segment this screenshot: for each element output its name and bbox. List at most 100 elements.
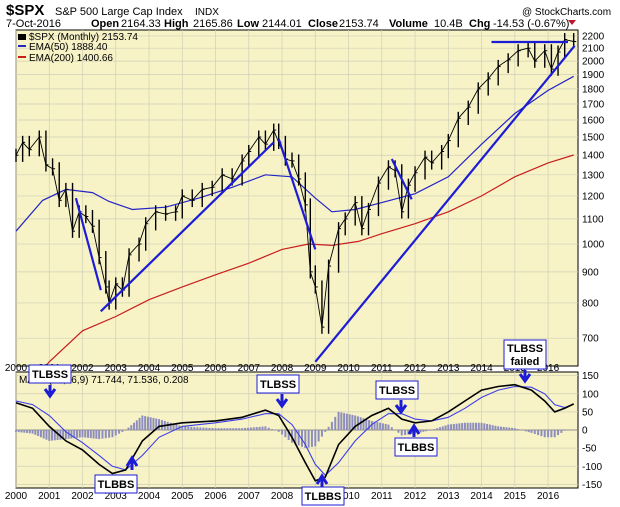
macd-signal-layer: [15, 385, 574, 477]
date-label: 7-Oct-2016: [6, 18, 61, 30]
histogram-bar: [524, 430, 527, 432]
histogram-bar: [144, 416, 147, 430]
histogram-bar: [81, 430, 84, 438]
histogram-bar: [461, 423, 464, 430]
histogram-bar: [494, 425, 497, 430]
y-tick-label: 1300: [582, 170, 605, 181]
histogram-bar: [387, 424, 390, 430]
histogram-bar: [480, 422, 483, 430]
histogram-bar: [92, 430, 95, 439]
histogram-bar: [217, 428, 220, 430]
histogram-bar: [141, 415, 144, 430]
low-value: 2144.01: [262, 18, 302, 30]
y-tick-label: 700: [582, 334, 599, 345]
open-value: 2164.33: [121, 18, 161, 30]
histogram-bar: [37, 430, 40, 437]
histogram-bar: [244, 427, 247, 430]
histogram-bar: [264, 426, 267, 430]
histogram-bar: [488, 424, 491, 430]
trendline: [74, 197, 102, 291]
x-tick-label: 2013: [437, 491, 460, 502]
ema200-legend-swatch: [18, 56, 26, 58]
chg-value: -14.53 (-0.67%): [493, 18, 569, 30]
histogram-bar: [450, 424, 453, 430]
histogram-bar: [433, 429, 436, 430]
histogram-bar: [208, 427, 211, 430]
low-label: Low: [237, 18, 259, 30]
histogram-bar: [130, 425, 133, 430]
histogram-bar: [511, 427, 514, 430]
y-tick-label: 50: [582, 407, 594, 418]
histogram-bar: [425, 430, 428, 432]
histogram-bar: [246, 427, 249, 430]
annotation-label: TLBSS: [260, 379, 296, 391]
annotation-label: TLBSS: [379, 385, 415, 397]
down-arrow-icon: [568, 20, 576, 25]
histogram-bar: [419, 430, 422, 433]
high-value: 2165.86: [193, 18, 233, 30]
histogram-bar: [330, 421, 333, 430]
macd-histogram-layer: [15, 411, 578, 449]
histogram-bar: [281, 430, 284, 435]
histogram-bar: [181, 426, 184, 430]
histogram-bar: [15, 430, 17, 432]
histogram-bar: [370, 420, 373, 430]
histogram-bar: [95, 430, 98, 439]
histogram-bar: [557, 430, 560, 436]
histogram-bar: [404, 430, 407, 435]
histogram-bar: [111, 430, 114, 438]
histogram-bar: [249, 427, 252, 430]
histogram-bar: [121, 430, 124, 432]
histogram-bar: [351, 414, 354, 430]
histogram-bar: [345, 413, 348, 430]
y-tick-label: 900: [582, 267, 599, 278]
histogram-bar: [300, 430, 303, 447]
histogram-bar: [42, 430, 45, 439]
histogram-bar: [64, 430, 67, 440]
x-tick-label: 2016: [537, 491, 560, 502]
macd-x-ticks: 2000200120022003200420052006200720082009…: [5, 491, 560, 502]
histogram-bar: [172, 423, 175, 430]
histogram-bar: [284, 430, 287, 438]
histogram-bar: [365, 419, 368, 430]
histogram-bar: [553, 430, 556, 438]
histogram-bar: [455, 423, 458, 430]
annotation-tlbss-failed: TLBSS failed: [503, 339, 547, 384]
histogram-bar: [108, 430, 111, 438]
price-line: [15, 39, 574, 328]
x-tick-label: 2012: [404, 491, 427, 502]
x-tick-label: 2000: [5, 491, 28, 502]
histogram-bar: [169, 422, 172, 430]
trendline: [390, 158, 413, 200]
y-tick-label: 100: [582, 389, 599, 400]
x-tick-label: 2005: [171, 363, 194, 374]
histogram-bar: [334, 416, 337, 430]
histogram-bar: [199, 427, 202, 430]
histogram-bar: [277, 430, 280, 432]
histogram-bar: [320, 430, 323, 437]
histogram-bar: [522, 430, 525, 431]
histogram-bar: [343, 413, 346, 430]
histogram-bar: [441, 426, 444, 430]
annotation-label: TLBBS: [305, 491, 342, 503]
histogram-bar: [475, 422, 478, 430]
annotation-sublabel: failed: [511, 356, 540, 368]
x-tick-label: 2006: [204, 491, 227, 502]
arrow-up-icon: [125, 455, 139, 470]
x-tick-label: 2003: [105, 491, 128, 502]
histogram-bar: [223, 428, 226, 430]
histogram-bar: [59, 430, 62, 440]
y-tick-label: 0: [582, 426, 588, 437]
histogram-bar: [241, 428, 244, 430]
x-tick-label: 2016: [537, 363, 560, 374]
y-tick-label: 1500: [582, 133, 605, 144]
histogram-bar: [104, 430, 107, 439]
trendline: [100, 141, 275, 313]
x-tick-label: 2002: [71, 491, 94, 502]
x-tick-label: 2004: [138, 491, 161, 502]
histogram-bar: [540, 430, 543, 437]
y-tick-label: 2000: [582, 57, 605, 68]
arrow-up-icon: [407, 423, 421, 437]
y-tick-label: 800: [582, 298, 599, 309]
